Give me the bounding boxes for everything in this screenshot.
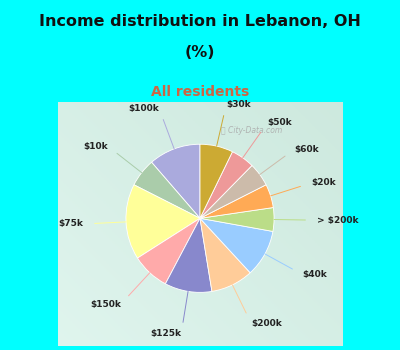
Wedge shape <box>152 144 200 218</box>
Text: > $200k: > $200k <box>317 216 358 225</box>
Text: ⓘ City-Data.com: ⓘ City-Data.com <box>221 126 282 135</box>
Wedge shape <box>200 185 273 218</box>
Text: $75k: $75k <box>58 219 83 229</box>
Wedge shape <box>200 152 252 218</box>
Text: All residents: All residents <box>151 85 249 99</box>
Text: $200k: $200k <box>251 319 282 328</box>
Wedge shape <box>200 208 274 231</box>
Text: $125k: $125k <box>150 329 181 338</box>
Text: $150k: $150k <box>90 300 121 309</box>
Wedge shape <box>200 218 273 273</box>
Text: (%): (%) <box>185 45 215 60</box>
Text: $40k: $40k <box>302 270 327 279</box>
Text: $30k: $30k <box>226 100 251 109</box>
Text: $50k: $50k <box>268 118 292 127</box>
Text: $20k: $20k <box>311 178 336 188</box>
Text: Income distribution in Lebanon, OH: Income distribution in Lebanon, OH <box>39 14 361 28</box>
Wedge shape <box>138 218 200 284</box>
Text: $100k: $100k <box>128 104 159 113</box>
Text: $10k: $10k <box>83 142 108 151</box>
Wedge shape <box>166 218 212 292</box>
Wedge shape <box>200 166 266 218</box>
Wedge shape <box>200 218 250 292</box>
Wedge shape <box>134 162 200 218</box>
Wedge shape <box>200 144 232 218</box>
Text: $60k: $60k <box>294 145 319 154</box>
Wedge shape <box>126 185 200 258</box>
